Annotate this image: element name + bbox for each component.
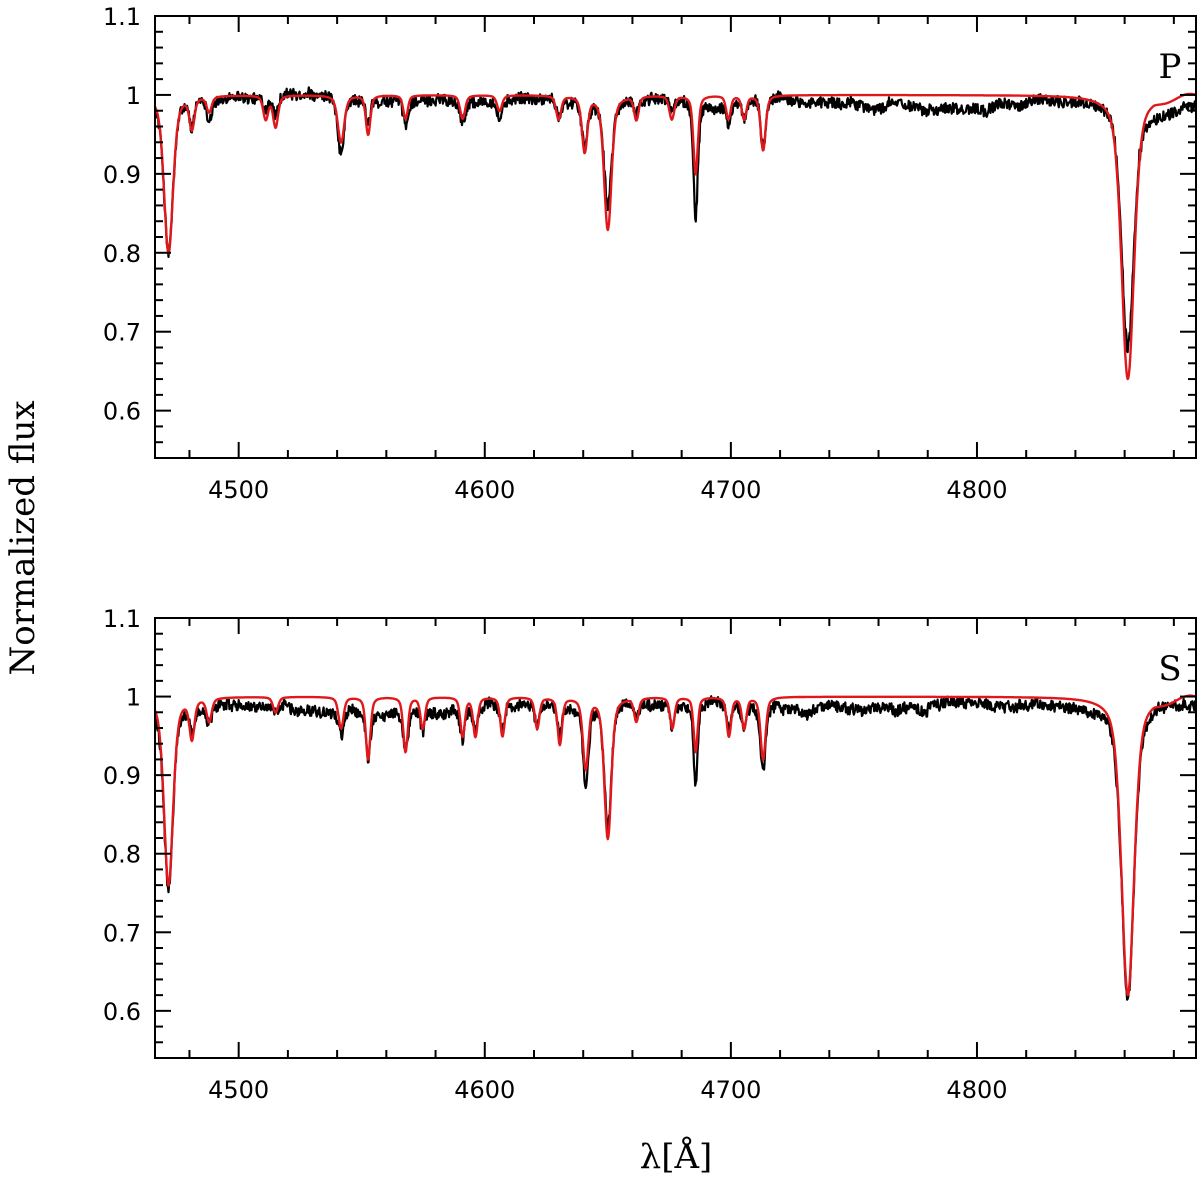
x-tick-label: 4600 [454, 1076, 515, 1104]
y-tick-label: 0.7 [103, 919, 141, 947]
panel-bottom: 4500 4600 4700 4800 0.6 0.7 0.8 0.9 1 1.1 S [103, 605, 1197, 1104]
y-tick-label: 1 [126, 684, 141, 712]
observed-spectrum-line [155, 86, 1196, 354]
y-tick-label: 0.8 [103, 841, 141, 869]
y-tick-label: 0.8 [103, 240, 141, 268]
x-tick-label: 4600 [454, 476, 515, 504]
x-tick-label: 4800 [946, 476, 1007, 504]
y-tick-label: 1 [126, 82, 141, 110]
observed-spectrum-line [155, 695, 1196, 1001]
plot-frame [154, 617, 1197, 1059]
y-tick-label: 0.6 [103, 398, 141, 426]
y-tick-label: 0.7 [103, 319, 141, 347]
model-spectrum-line [155, 92, 1196, 381]
y-tick-label: 1.1 [103, 3, 141, 31]
x-tick-label: 4700 [700, 1076, 761, 1104]
model-spectrum-line [155, 694, 1196, 997]
plot-frame [154, 15, 1197, 459]
panel-top: 4500 4600 4700 4800 0.6 0.7 0.8 0.9 1 1.1 P [103, 3, 1197, 504]
x-tick-label: 4500 [208, 476, 269, 504]
x-tick-label: 4700 [700, 476, 761, 504]
x-tick-label: 4800 [946, 1076, 1007, 1104]
y-tick-label: 0.9 [103, 161, 141, 189]
panel-label: S [1158, 649, 1181, 689]
y-axis-title: Normalized flux [3, 400, 43, 675]
x-tick-label: 4500 [208, 1076, 269, 1104]
x-axis-title: λ[Å] [640, 1136, 713, 1177]
y-tick-label: 0.9 [103, 762, 141, 790]
panel-label: P [1159, 47, 1182, 87]
y-tick-label: 1.1 [103, 605, 141, 633]
y-tick-label: 0.6 [103, 998, 141, 1026]
